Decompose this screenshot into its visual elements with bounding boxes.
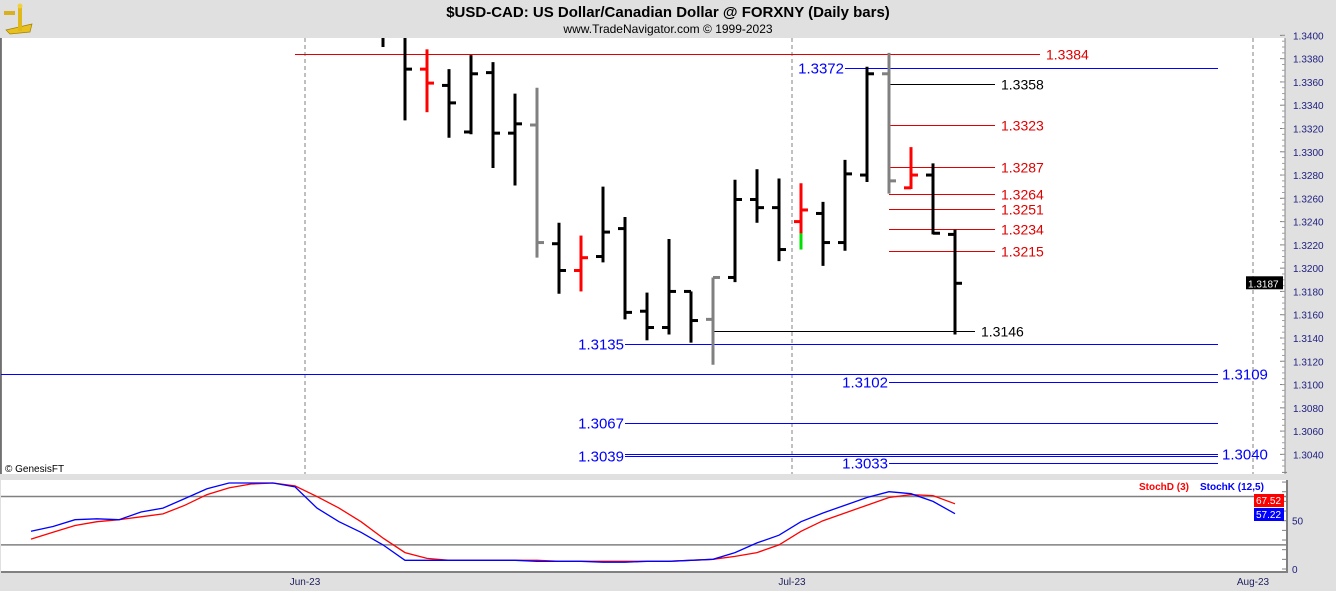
y-tick-label: 1.3380 [1293, 55, 1324, 66]
ohlc-bar [464, 55, 478, 135]
ohlc-bar [728, 179, 742, 283]
stoch-tick-label: 0 [1292, 565, 1298, 576]
legend-stochd: StochD (3) [1139, 482, 1189, 493]
ohlc-bar [948, 229, 962, 335]
ohlc-bar [420, 49, 434, 113]
stochk-line [30, 482, 956, 563]
level-label: 1.3102 [842, 375, 888, 392]
level-label: 1.3251 [1001, 202, 1044, 218]
price-axis[interactable]: 1.3400 1.3380 1.3360 1.3340 1.3320 1.3300 1.32… [1246, 31, 1324, 467]
y-tick-label: 1.3400 [1293, 31, 1324, 42]
y-tick-label: 1.3240 [1293, 218, 1324, 229]
price-bars [381, 38, 962, 365]
stochk-value-tag [1254, 508, 1284, 521]
y-tick-label: 1.3280 [1293, 171, 1324, 182]
watermark: © GenesisFT [5, 464, 64, 475]
ohlc-bar [508, 93, 522, 186]
level-label: 1.3039 [578, 449, 624, 466]
stoch-tick-label: 50 [1292, 517, 1304, 528]
chart-subtitle: www.TradeNavigator.com © 1999-2023 [562, 22, 772, 36]
ohlc-bar [816, 201, 830, 266]
ohlc-bar [640, 292, 654, 341]
y-tick-label: 1.3160 [1293, 311, 1324, 322]
level-label: 1.3372 [798, 61, 844, 78]
ohlc-bar [750, 169, 764, 223]
ohlc-bar [904, 147, 918, 190]
y-tick-label: 1.3140 [1293, 334, 1324, 345]
level-label: 1.3109 [1222, 367, 1268, 384]
ohlc-bar [838, 159, 852, 251]
price-panel [1, 38, 1285, 474]
stochastic-lines: 50 0 67.52 57.22 [1, 471, 1304, 576]
y-tick-label: 1.3260 [1293, 194, 1324, 205]
legend-stochk: StochK (12,5) [1200, 482, 1264, 493]
y-tick-label: 1.3080 [1293, 404, 1324, 415]
ohlc-bar [772, 178, 786, 262]
level-label: 1.3215 [1001, 244, 1044, 260]
level-label: 1.3287 [1001, 160, 1044, 176]
ohlc-bar [552, 222, 566, 294]
last-price-tag [1246, 276, 1283, 290]
y-tick-label: 1.3040 [1293, 450, 1324, 461]
sextant-logo [4, 3, 33, 35]
stochk-value: 57.22 [1256, 510, 1281, 521]
ohlc-bar [662, 239, 676, 335]
y-tick-label: 1.3340 [1293, 101, 1324, 112]
level-label: 1.3135 [578, 337, 624, 354]
level-label: 1.3358 [1001, 77, 1044, 93]
ohlc-bar [596, 186, 610, 263]
level-label: 1.3067 [578, 416, 624, 433]
ohlc-bar [860, 66, 874, 183]
stochastic-panel [1, 480, 1287, 572]
level-lines: 1.33841.33721.33581.33231.32871.32641.32… [1, 47, 1268, 473]
level-label: 1.3033 [842, 456, 888, 473]
stochd-value-tag [1254, 494, 1284, 507]
x-tick-label: Jun-23 [290, 577, 321, 588]
y-tick-label: 1.3220 [1293, 241, 1324, 252]
y-tick-label: 1.3060 [1293, 427, 1324, 438]
ohlc-bar [574, 235, 588, 292]
level-label: 1.3040 [1222, 447, 1268, 464]
y-tick-label: 1.3320 [1293, 124, 1324, 135]
x-tick-label: Jul-23 [778, 577, 806, 588]
y-tick-label: 1.3360 [1293, 78, 1324, 89]
x-tick-label: Aug-23 [1237, 577, 1270, 588]
chart-title: $USD-CAD: US Dollar/Canadian Dollar @ FO… [446, 4, 890, 21]
y-tick-label: 1.3200 [1293, 264, 1324, 275]
level-label: 1.3384 [1046, 47, 1089, 63]
ohlc-bar [706, 275, 720, 365]
ohlc-bar [684, 289, 698, 343]
level-label: 1.3146 [981, 324, 1024, 340]
last-price-label: 1.3187 [1248, 279, 1279, 290]
ohlc-bar [486, 62, 500, 169]
ohlc-bar [530, 87, 544, 258]
ohlc-bar [442, 69, 456, 138]
y-tick-label: 1.3300 [1293, 148, 1324, 159]
ohlc-bar [926, 163, 940, 235]
level-label: 1.3264 [1001, 187, 1044, 203]
y-tick-label: 1.3100 [1293, 381, 1324, 392]
y-tick-label: 1.3120 [1293, 357, 1324, 368]
stochd-value: 67.52 [1256, 496, 1281, 507]
ohlc-bar [882, 52, 896, 194]
ohlc-bar [403, 38, 412, 121]
ohlc-bar [618, 216, 632, 320]
level-label: 1.3323 [1001, 118, 1044, 134]
date-axis: Jun-23 Jul-23 Aug-23 [290, 577, 1270, 588]
ohlc-bar [794, 183, 808, 250]
y-tick-label: 1.3180 [1293, 287, 1324, 298]
panel-separator[interactable] [0, 475, 1336, 480]
level-label: 1.3234 [1001, 222, 1044, 238]
